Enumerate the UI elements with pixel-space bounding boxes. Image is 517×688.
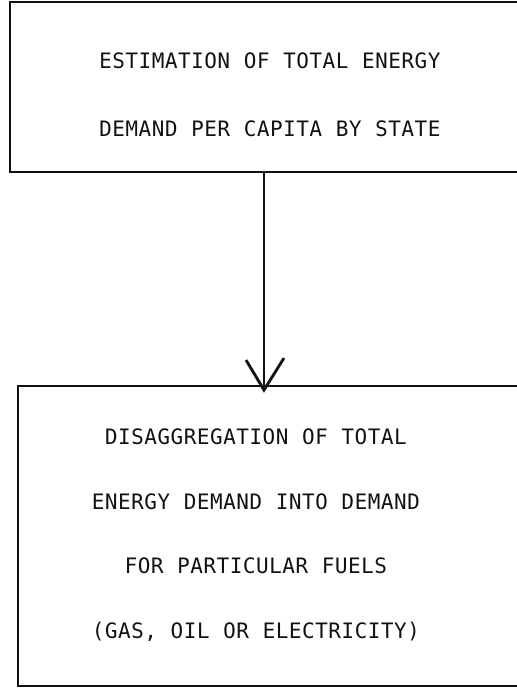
node-text: ENERGY DEMAND INTO DEMAND bbox=[92, 490, 421, 514]
arrow-head bbox=[244, 357, 286, 393]
node-text: ESTIMATION OF TOTAL ENERGY bbox=[99, 49, 441, 73]
node-text: DEMAND PER CAPITA BY STATE bbox=[99, 117, 441, 141]
node-text: (GAS, OIL OR ELECTRICITY) bbox=[92, 619, 421, 643]
node-text: FOR PARTICULAR FUELS bbox=[125, 554, 388, 578]
box-bottom bbox=[17, 385, 517, 687]
box-top bbox=[9, 1, 517, 173]
node-text: DISAGGREGATION OF TOTAL bbox=[105, 425, 407, 449]
